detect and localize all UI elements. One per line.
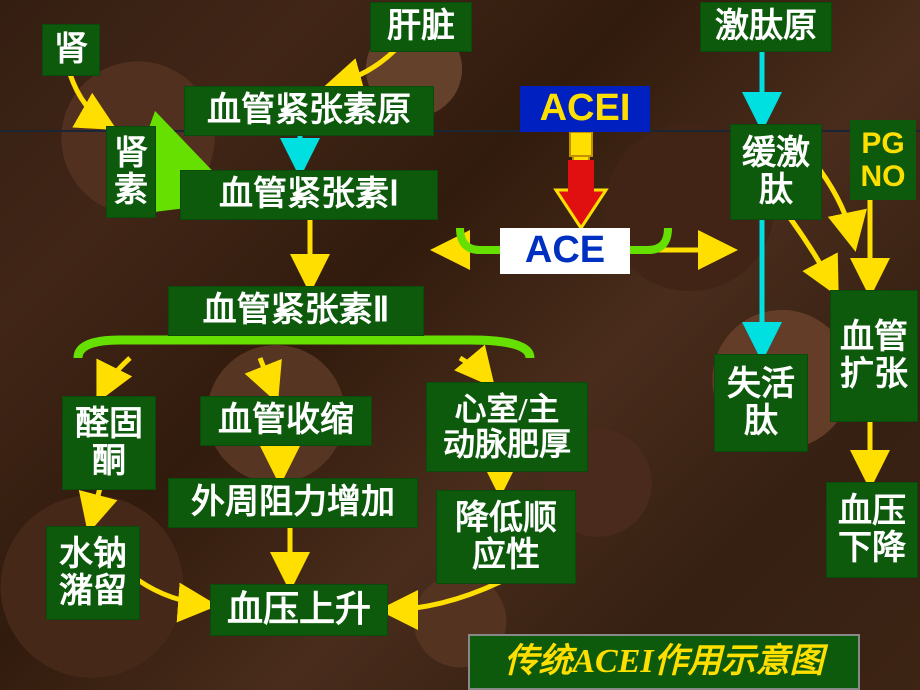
node-bp-up: 血压上升 xyxy=(210,584,388,636)
node-liver: 肝脏 xyxy=(370,2,472,52)
node-kininogen: 激肽原 xyxy=(700,2,832,52)
node-bp-down: 血压 下降 xyxy=(826,482,918,578)
diagram-title: 传统ACEI作用示意图 xyxy=(468,634,860,690)
node-inactive-peptide: 失活 肽 xyxy=(714,354,808,452)
node-ace: ACE xyxy=(500,228,630,274)
node-vasodilation: 血管 扩张 xyxy=(830,290,918,422)
node-renin: 肾 素 xyxy=(106,126,156,218)
node-na-retention: 水钠 潴留 xyxy=(46,526,140,620)
node-angiotensinogen: 血管紧张素原 xyxy=(184,86,434,136)
node-bradykinin: 缓激 肽 xyxy=(730,124,822,220)
node-hypertrophy: 心室/主 动脉肥厚 xyxy=(426,382,588,472)
node-pvr: 外周阻力增加 xyxy=(168,478,418,528)
node-aldosterone: 醛固 酮 xyxy=(62,396,156,490)
node-acei: ACEI xyxy=(520,86,650,132)
node-vasoconstriction: 血管收缩 xyxy=(200,396,372,446)
node-ang2: 血管紧张素Ⅱ xyxy=(168,286,424,336)
node-compliance: 降低顺 应性 xyxy=(436,490,576,584)
node-pgno: PG NO xyxy=(850,120,916,200)
node-kidney: 肾 xyxy=(42,24,100,76)
node-ang1: 血管紧张素Ⅰ xyxy=(180,170,438,220)
